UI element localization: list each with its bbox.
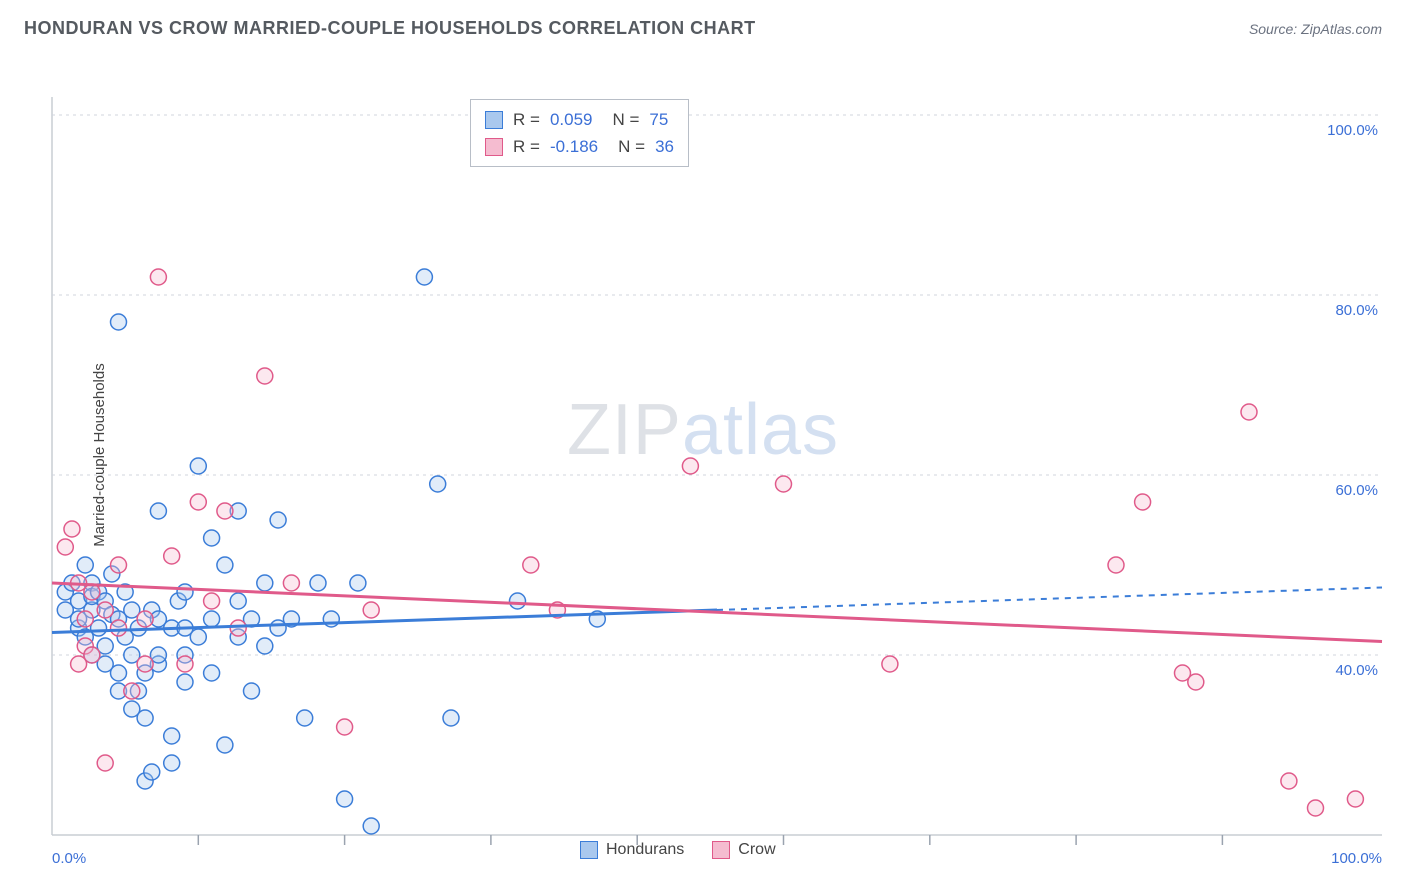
data-point <box>217 503 233 519</box>
data-point <box>1308 800 1324 816</box>
data-point <box>204 593 220 609</box>
data-point <box>97 602 113 618</box>
data-point <box>230 593 246 609</box>
data-point <box>137 611 153 627</box>
data-point <box>144 764 160 780</box>
y-axis-label: Married-couple Households <box>91 363 108 546</box>
stat-r-value: -0.186 <box>550 133 598 160</box>
data-point <box>204 530 220 546</box>
trend-line-extrapolated <box>717 588 1382 611</box>
data-point <box>217 737 233 753</box>
legend-swatch <box>580 841 598 859</box>
chart-header: HONDURAN VS CROW MARRIED-COUPLE HOUSEHOL… <box>0 0 1406 45</box>
data-point <box>164 728 180 744</box>
y-tick-label: 60.0% <box>1335 482 1378 499</box>
stat-r-label: R = <box>513 133 540 160</box>
data-point <box>430 476 446 492</box>
y-tick-label: 80.0% <box>1335 302 1378 319</box>
data-point <box>150 503 166 519</box>
source-attribution: Source: ZipAtlas.com <box>1249 21 1382 37</box>
y-tick-label: 100.0% <box>1327 122 1378 139</box>
data-point <box>177 674 193 690</box>
stat-n-value: 36 <box>655 133 674 160</box>
stat-r-label: R = <box>513 106 540 133</box>
legend: Hondurans Crow <box>580 841 776 859</box>
y-tick-label: 40.0% <box>1335 662 1378 679</box>
data-point <box>297 710 313 726</box>
data-point <box>164 548 180 564</box>
data-point <box>57 539 73 555</box>
source-label: Source: <box>1249 21 1297 37</box>
data-point <box>257 575 273 591</box>
series-swatch <box>485 138 503 156</box>
data-point <box>363 602 379 618</box>
data-point <box>682 458 698 474</box>
data-point <box>64 521 80 537</box>
data-point <box>337 719 353 735</box>
data-point <box>111 665 127 681</box>
data-point <box>124 683 140 699</box>
data-point <box>244 683 260 699</box>
series-swatch <box>485 111 503 129</box>
data-point <box>137 656 153 672</box>
data-point <box>350 575 366 591</box>
stats-row: R = -0.186 N = 36 <box>485 133 674 160</box>
data-point <box>1281 773 1297 789</box>
chart-area: Married-couple Households ZIPatlas 40.0%… <box>0 45 1406 865</box>
data-point <box>363 818 379 834</box>
data-point <box>1188 674 1204 690</box>
legend-label: Hondurans <box>606 841 684 859</box>
stat-n-label: N = <box>618 133 645 160</box>
data-point <box>1347 791 1363 807</box>
data-point <box>337 791 353 807</box>
data-point <box>97 755 113 771</box>
data-point <box>190 458 206 474</box>
data-point <box>217 557 233 573</box>
x-tick-label: 100.0% <box>1331 850 1382 865</box>
stat-n-value: 75 <box>649 106 668 133</box>
data-point <box>190 494 206 510</box>
stat-n-label: N = <box>612 106 639 133</box>
stat-r-value: 0.059 <box>550 106 593 133</box>
data-point <box>310 575 326 591</box>
legend-item: Hondurans <box>580 841 684 859</box>
data-point <box>523 557 539 573</box>
correlation-stats-box: R =0.059N =75R =-0.186N =36 <box>470 99 689 167</box>
data-point <box>111 557 127 573</box>
legend-swatch <box>712 841 730 859</box>
data-point <box>283 575 299 591</box>
data-point <box>510 593 526 609</box>
source-value: ZipAtlas.com <box>1301 21 1382 37</box>
data-point <box>443 710 459 726</box>
data-point <box>177 656 193 672</box>
data-point <box>270 512 286 528</box>
data-point <box>1108 557 1124 573</box>
x-tick-label: 0.0% <box>52 850 86 865</box>
data-point <box>137 710 153 726</box>
data-point <box>111 620 127 636</box>
data-point <box>150 269 166 285</box>
data-point <box>776 476 792 492</box>
data-point <box>257 638 273 654</box>
data-point <box>230 620 246 636</box>
stats-row: R = 0.059 N = 75 <box>485 106 674 133</box>
data-point <box>1241 404 1257 420</box>
data-point <box>257 368 273 384</box>
data-point <box>882 656 898 672</box>
chart-title: HONDURAN VS CROW MARRIED-COUPLE HOUSEHOL… <box>24 18 756 39</box>
data-point <box>164 755 180 771</box>
legend-label: Crow <box>738 841 775 859</box>
data-point <box>77 611 93 627</box>
data-point <box>204 611 220 627</box>
data-point <box>1135 494 1151 510</box>
data-point <box>84 647 100 663</box>
data-point <box>177 584 193 600</box>
legend-item: Crow <box>712 841 775 859</box>
data-point <box>416 269 432 285</box>
data-point <box>77 557 93 573</box>
data-point <box>190 629 206 645</box>
data-point <box>111 314 127 330</box>
scatter-plot-svg: 40.0% 60.0% 80.0% 100.0% 0.0% 100.0% <box>0 45 1406 865</box>
data-point <box>204 665 220 681</box>
